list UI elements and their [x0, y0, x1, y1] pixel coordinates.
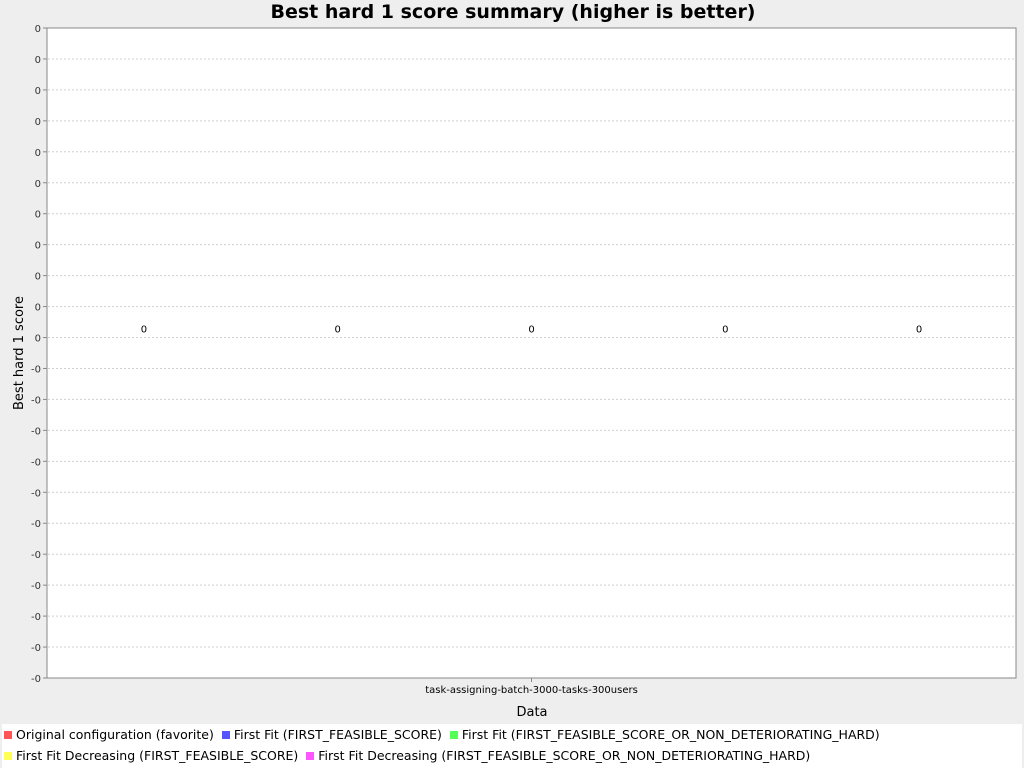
data-label: 0 [916, 325, 922, 336]
legend-item-original-configuration: Original configuration (favorite) [4, 725, 214, 745]
plot-area [46, 27, 1017, 679]
y-tick-label: -0 [31, 426, 41, 437]
y-tick-label: 0 [35, 272, 41, 283]
y-tick-label: -0 [31, 519, 41, 530]
y-tick-label: -0 [31, 364, 41, 375]
legend-item-first-fit-non-deteriorating: First Fit (FIRST_FEASIBLE_SCORE_OR_NON_D… [449, 725, 880, 745]
legend-label: First Fit Decreasing (FIRST_FEASIBLE_SCO… [16, 748, 299, 763]
legend-label: First Fit Decreasing (FIRST_FEASIBLE_SCO… [318, 748, 811, 763]
data-label: 0 [335, 325, 341, 336]
gridlines [48, 58, 1015, 648]
y-tick-label: -0 [31, 488, 41, 499]
y-tick-label: -0 [31, 457, 41, 468]
x-axis-ticks: task-assigning-batch-3000-tasks-300users [425, 678, 638, 696]
y-tick-label: 0 [35, 117, 41, 128]
y-tick-label: -0 [31, 674, 41, 685]
y-tick-label: -0 [31, 395, 41, 406]
y-tick-label: -0 [31, 550, 41, 561]
y-tick-label: 0 [35, 24, 41, 35]
y-tick-label: -0 [31, 581, 41, 592]
y-axis-title: Best hard 1 score [12, 296, 27, 410]
chart-title: Best hard 1 score summary (higher is bet… [270, 1, 755, 23]
chart: Best hard 1 score summary (higher is bet… [12, 1, 1017, 720]
legend: Original configuration (favorite) First … [2, 724, 1022, 768]
y-tick-label: 0 [35, 179, 41, 190]
data-label: 0 [528, 325, 534, 336]
legend-item-first-fit-decreasing-non-deteriorating: First Fit Decreasing (FIRST_FEASIBLE_SCO… [306, 746, 810, 766]
y-tick-label: 0 [35, 334, 41, 345]
legend-label: First Fit (FIRST_FEASIBLE_SCORE_OR_NON_D… [461, 727, 880, 742]
legend-swatch [449, 731, 458, 739]
legend-swatch [4, 731, 12, 739]
x-tick-label: task-assigning-batch-3000-tasks-300users [425, 685, 638, 696]
y-tick-label: 0 [35, 148, 41, 159]
data-label: 0 [141, 325, 147, 336]
y-tick-label: 0 [35, 55, 41, 66]
legend-label: Original configuration (favorite) [16, 727, 214, 742]
y-tick-label: 0 [35, 303, 41, 314]
y-tick-label: 0 [35, 241, 41, 252]
y-tick-label: -0 [31, 643, 41, 654]
legend-swatch [221, 731, 230, 739]
legend-item-first-fit-decreasing-feasible: First Fit Decreasing (FIRST_FEASIBLE_SCO… [4, 746, 298, 766]
y-tick-label: 0 [35, 86, 41, 97]
legend-row: Original configuration (favorite) First … [4, 725, 884, 745]
legend-swatch [4, 752, 12, 760]
y-tick-label: 0 [35, 210, 41, 221]
x-axis-title: Data [516, 705, 547, 720]
y-axis-ticks: 0 0 0 0 0 0 0 0 0 0 0 -0 -0 -0 -0 -0 -0 -0 -0 -0 -0 -0 [31, 24, 47, 685]
data-label: 0 [722, 325, 728, 336]
data-labels: 0 0 0 0 0 [141, 325, 923, 336]
legend-swatch [306, 752, 315, 760]
legend-item-first-fit-feasible: First Fit (FIRST_FEASIBLE_SCORE) [221, 725, 442, 745]
legend-label: First Fit (FIRST_FEASIBLE_SCORE) [233, 727, 442, 742]
legend-row: First Fit Decreasing (FIRST_FEASIBLE_SCO… [4, 746, 814, 766]
y-tick-label: -0 [31, 612, 41, 623]
